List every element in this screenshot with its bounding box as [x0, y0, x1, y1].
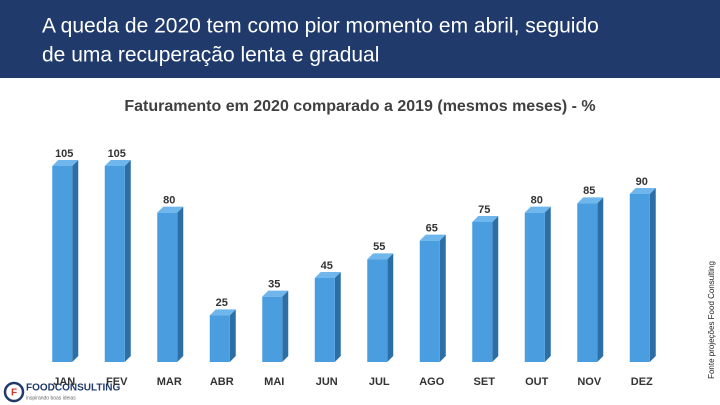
- value-label: 45: [321, 260, 333, 272]
- slide-title: de uma recuperação lenta e gradual: [42, 44, 379, 67]
- bar-side: [387, 253, 394, 362]
- logo-name: FOODCONSULTING: [26, 383, 120, 394]
- bar-side: [492, 216, 499, 362]
- logo-tagline: inspirando boas ideias: [26, 395, 76, 401]
- bar-side: [177, 206, 184, 362]
- bar-top: [629, 188, 656, 194]
- bar-side: [229, 309, 236, 362]
- bar-side: [72, 160, 79, 362]
- value-label: 105: [55, 148, 73, 160]
- value-label: 55: [373, 241, 385, 253]
- source-note: Fonte projeções Food Consulting: [707, 261, 716, 379]
- header-band: [0, 0, 720, 78]
- x-tick-label: OUT: [525, 376, 549, 388]
- bar: [314, 278, 335, 362]
- bar: [262, 296, 283, 362]
- value-label: 80: [531, 195, 543, 207]
- x-tick-label: JUL: [369, 376, 390, 388]
- logo: F FOODCONSULTING inspirando boas ideias: [3, 381, 120, 403]
- bar-top: [314, 272, 341, 278]
- bar: [52, 166, 73, 362]
- bar: [209, 315, 230, 362]
- slide-title: A queda de 2020 tem como pior momento em…: [42, 15, 599, 38]
- bar-side: [334, 272, 341, 362]
- x-tick-label: MAR: [157, 376, 182, 388]
- bar: [419, 240, 440, 362]
- chart-title: Faturamento em 2020 comparado a 2019 (me…: [124, 98, 595, 115]
- x-tick-label: FEV: [106, 376, 128, 388]
- bar-top: [472, 216, 499, 222]
- bar-side: [597, 197, 604, 362]
- x-tick-label: NOV: [577, 376, 602, 388]
- x-tick-label: JUN: [316, 376, 338, 388]
- bar-top: [157, 206, 184, 213]
- x-tick-label: SET: [474, 376, 496, 388]
- bar-top: [524, 206, 551, 213]
- bar: [157, 212, 178, 362]
- bar: [472, 222, 493, 362]
- bar-top: [419, 234, 446, 241]
- x-tick-label: JAN: [53, 376, 75, 388]
- value-label: 105: [108, 148, 126, 160]
- logo-icon: [3, 381, 25, 403]
- bar-top: [262, 290, 289, 297]
- value-label: 75: [478, 204, 490, 216]
- bar: [524, 212, 545, 362]
- bar-top: [104, 160, 131, 166]
- bar-top: [52, 160, 79, 166]
- value-label: 80: [163, 195, 175, 207]
- x-tick-label: AGO: [419, 376, 445, 388]
- bar-side: [649, 188, 656, 362]
- value-label: 65: [426, 223, 438, 235]
- bar: [367, 259, 388, 362]
- x-tick-label: MAI: [264, 376, 284, 388]
- bar: [577, 203, 598, 362]
- bar: [629, 194, 650, 362]
- bar: [104, 166, 125, 362]
- x-tick-label: ABR: [210, 376, 234, 388]
- bar-side: [282, 290, 289, 362]
- value-label: 35: [268, 279, 280, 291]
- bar-side: [124, 160, 131, 362]
- bar-side: [544, 206, 551, 362]
- logo-letter: F: [11, 388, 17, 399]
- bar-top: [367, 253, 394, 260]
- value-label: 85: [583, 185, 595, 197]
- value-label: 90: [636, 176, 648, 188]
- value-label: 25: [216, 297, 228, 309]
- bar-side: [439, 234, 446, 362]
- bar-top: [209, 309, 236, 316]
- bar-top: [577, 197, 604, 204]
- x-tick-label: DEZ: [631, 376, 653, 388]
